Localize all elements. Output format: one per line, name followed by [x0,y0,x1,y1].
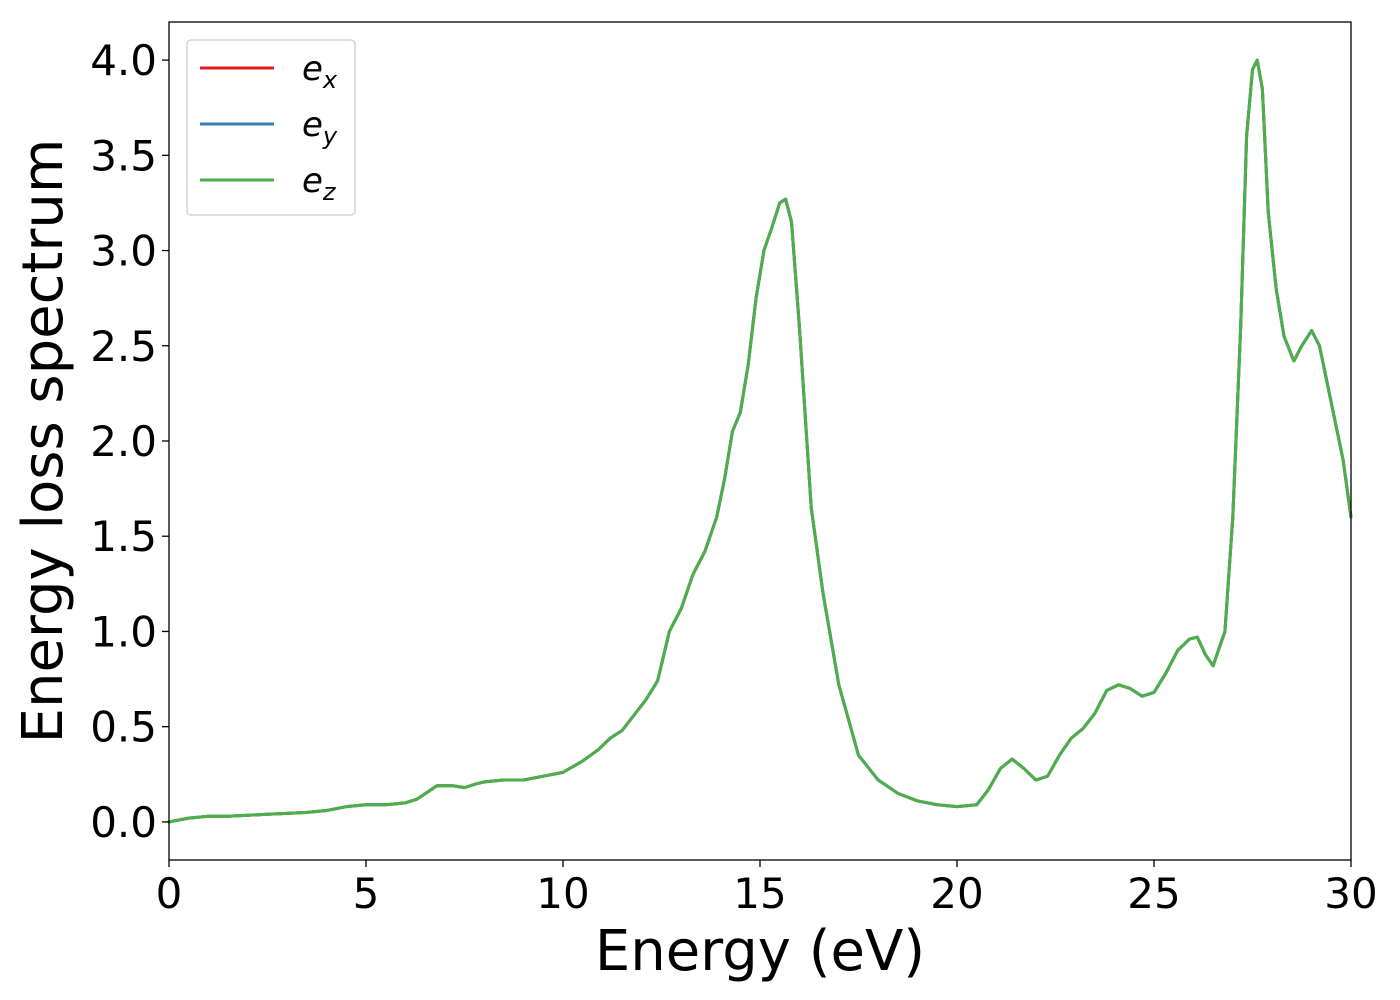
y-axis-ticks: 0.0 0.5 1.0 1.5 2.0 2.5 3.0 3.5 4.0 [90,36,169,847]
x-axis-ticks: 0 5 10 15 20 25 30 [156,860,1378,918]
y-tick-label: 3.0 [90,227,157,276]
y-tick-label: 1.5 [90,512,157,561]
legend-label-base: e [302,161,323,201]
legend-label-e-y: ey [302,105,338,150]
legend-label-subscript: z [322,178,337,206]
y-axis-label: Energy loss spectrum [11,139,76,744]
series-line-e-z [167,58,1353,824]
y-tick-label: 2.5 [90,322,157,371]
legend-box [186,39,356,216]
y-tick-label: 4.0 [90,36,157,85]
y-tick-label: 3.5 [90,131,157,180]
x-tick-label: 15 [733,869,786,918]
legend-label-base: e [302,49,323,89]
legend-label-subscript: x [322,66,338,94]
legend-label-base: e [302,105,323,145]
legend-label-e-z: ez [302,161,337,206]
plot-background [169,22,1351,860]
y-tick-label: 0.5 [90,703,157,752]
x-tick-label: 10 [536,869,589,918]
y-tick-label: 0.0 [90,798,157,847]
x-axis-label: Energy (eV) [595,919,925,984]
y-tick-label: 2.0 [90,417,157,466]
series-layer [167,58,1353,824]
x-tick-label: 0 [156,869,183,918]
x-tick-label: 25 [1127,869,1180,918]
legend-label-subscript: y [322,122,338,150]
y-tick-label: 1.0 [90,607,157,656]
x-tick-label: 20 [930,869,983,918]
x-tick-label: 30 [1324,869,1377,918]
x-tick-label: 5 [353,869,380,918]
legend-label-e-x: ex [302,49,338,94]
